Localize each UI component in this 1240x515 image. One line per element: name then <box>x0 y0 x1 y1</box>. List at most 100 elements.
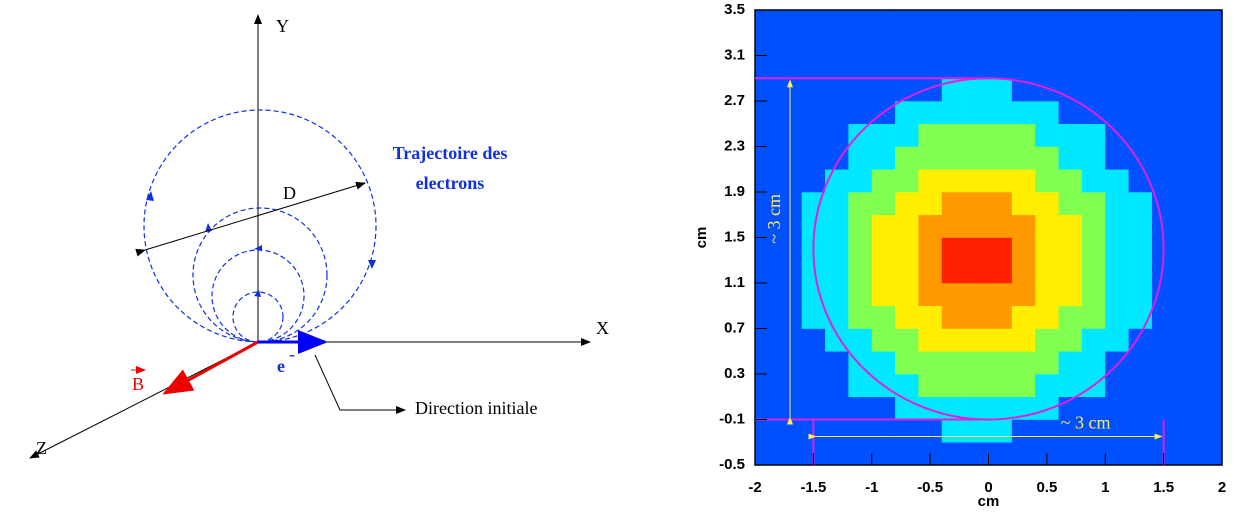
heatmap-cell <box>965 351 989 375</box>
heatmap-cell <box>1198 32 1223 56</box>
heatmap-cell <box>1011 55 1036 79</box>
heatmap-cell <box>1011 192 1036 216</box>
heatmap-cell <box>941 55 966 79</box>
heatmap-cell <box>1105 328 1129 352</box>
heatmap-cell <box>1151 123 1176 147</box>
heatmap-cell <box>825 214 849 238</box>
heatmap-cell <box>1151 260 1176 284</box>
heatmap-cell <box>1058 192 1083 216</box>
heatmap-cell <box>1175 305 1199 329</box>
heatmap-cell <box>1035 101 1059 125</box>
heatmap-cell <box>988 55 1013 79</box>
heatmap-cell <box>918 283 943 307</box>
heatmap-cell <box>1175 123 1199 147</box>
heatmap-cell <box>988 192 1013 216</box>
heatmap-cell <box>755 78 779 102</box>
heatmap-cell <box>825 396 849 420</box>
heatmap-cell <box>1011 419 1036 443</box>
heatmap-cell <box>1058 351 1083 375</box>
heatmap-cell <box>1128 283 1153 307</box>
heatmap-cell <box>755 351 779 375</box>
heatmap-cell <box>1035 214 1059 238</box>
heatmap-cell <box>895 214 919 238</box>
heatmap-cell <box>1011 328 1036 352</box>
heatmap-cell <box>848 283 873 307</box>
heatmap-cell <box>965 78 989 102</box>
heatmap-cell <box>1198 146 1223 170</box>
heatmap-cell <box>988 32 1013 56</box>
heatmap-cell <box>801 78 826 102</box>
heatmap-cell <box>1128 32 1153 56</box>
heatmap-cell <box>1105 10 1129 34</box>
heatmap-cell <box>825 192 849 216</box>
heatmap-cell <box>1081 283 1106 307</box>
heatmap-cell <box>941 328 966 352</box>
heatmap-cell <box>1011 214 1036 238</box>
heatmap-cell <box>1151 374 1176 398</box>
heatmap-cell <box>825 419 849 443</box>
heatmap-cell <box>1058 146 1083 170</box>
heatmap-cell <box>825 374 849 398</box>
pointer <box>314 354 406 414</box>
heatmap-cell <box>1035 328 1059 352</box>
heatmap-cell <box>755 192 779 216</box>
heatmap-cell <box>871 351 896 375</box>
heatmap-cell <box>1175 55 1199 79</box>
heatmap-cell <box>1105 260 1129 284</box>
heatmap-cell <box>918 351 943 375</box>
heatmap-cell <box>1105 146 1129 170</box>
heatmap-cell <box>1151 214 1176 238</box>
heatmap-cell <box>871 55 896 79</box>
heatmap-cell <box>825 123 849 147</box>
heatmap-cell <box>1035 55 1059 79</box>
heatmap-cell <box>965 192 989 216</box>
heatmap-cell <box>871 169 896 193</box>
trajectory <box>232 291 284 343</box>
heatmap-cell <box>895 123 919 147</box>
heatmap-cell <box>988 146 1013 170</box>
y-tick-label: 3.5 <box>724 1 745 18</box>
heatmap-cell <box>941 101 966 125</box>
heatmap-cell <box>988 237 1013 261</box>
heatmap-cell <box>895 32 919 56</box>
heatmap-cell <box>1175 396 1199 420</box>
heatmap-cell <box>1175 214 1199 238</box>
heatmap-cell <box>871 78 896 102</box>
heatmap-cell <box>988 169 1013 193</box>
heatmap-cell <box>755 169 779 193</box>
y-axis-label: Y <box>276 16 289 36</box>
heatmap-cell <box>1058 283 1083 307</box>
heatmap-cell <box>1081 55 1106 79</box>
heatmap-cell <box>1058 260 1083 284</box>
heatmap-cell <box>1105 78 1129 102</box>
heatmap-cell <box>1175 32 1199 56</box>
heatmap-cell <box>1128 442 1153 466</box>
heatmap-cell <box>1035 78 1059 102</box>
heatmap-cell <box>965 260 989 284</box>
y-tick-label: -0.5 <box>719 456 745 473</box>
heatmap-cell <box>825 146 849 170</box>
heatmap-cell <box>825 10 849 34</box>
y-tick-label: 0.7 <box>724 319 745 336</box>
heatmap-cell <box>1058 32 1083 56</box>
heatmap-cell <box>801 10 826 34</box>
heatmap-cell <box>1175 442 1199 466</box>
heatmap-cell <box>848 101 873 125</box>
heatmap-cell <box>918 146 943 170</box>
heatmap-cell <box>1198 169 1223 193</box>
heatmap-cell <box>1011 374 1036 398</box>
heatmap-cell <box>778 442 802 466</box>
heatmap-cell <box>1058 169 1083 193</box>
heatmap-cell <box>965 328 989 352</box>
direction-label: Direction initiale <box>415 398 537 418</box>
heatmap-cell <box>1198 101 1223 125</box>
heatmap-cell <box>1105 442 1129 466</box>
heatmap-cell <box>848 123 873 147</box>
heatmap-cell <box>965 146 989 170</box>
heatmap-cell <box>825 442 849 466</box>
heatmap-cell <box>941 32 966 56</box>
diagram: Y X Z D Trajectoire des electrons e - B … <box>29 14 609 459</box>
heatmap-cell <box>848 10 873 34</box>
heatmap-cell <box>1198 351 1223 375</box>
heatmap-cell <box>1058 305 1083 329</box>
